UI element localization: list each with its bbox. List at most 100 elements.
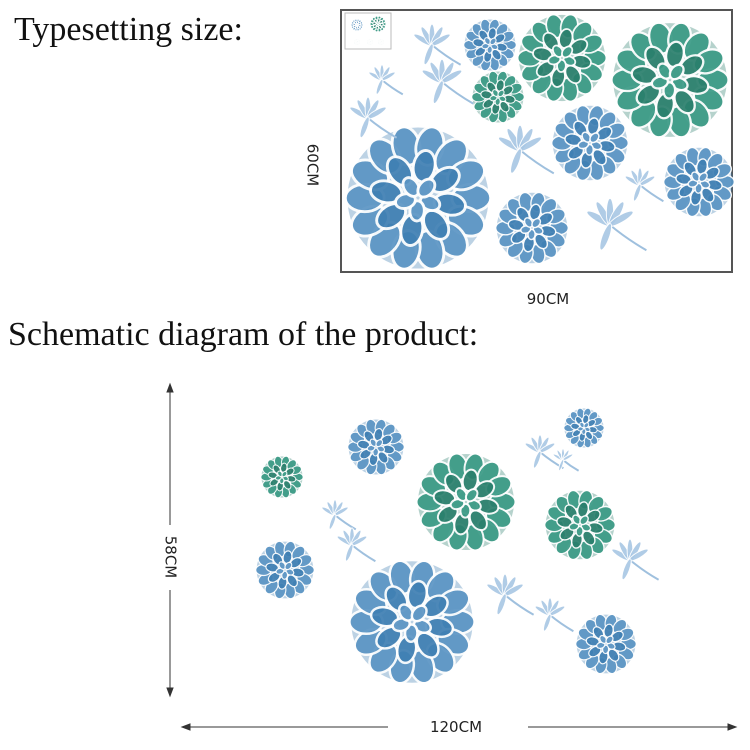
petal bbox=[491, 48, 502, 61]
lily-sticker bbox=[624, 167, 664, 203]
flower-sticker bbox=[662, 146, 736, 218]
stem bbox=[504, 594, 535, 616]
stem bbox=[441, 81, 474, 105]
flower-sticker bbox=[366, 38, 374, 46]
lily-petal bbox=[423, 43, 434, 66]
petal bbox=[534, 233, 549, 250]
lily-petal bbox=[496, 593, 507, 616]
stem bbox=[367, 117, 398, 139]
petal bbox=[499, 100, 510, 113]
petal bbox=[596, 641, 606, 649]
petal bbox=[281, 470, 288, 478]
lily-petal bbox=[510, 148, 522, 174]
flower-sticker bbox=[494, 191, 570, 265]
petal bbox=[581, 131, 592, 143]
lily-sticker bbox=[421, 58, 474, 105]
stem bbox=[334, 514, 357, 531]
stem bbox=[519, 149, 555, 175]
petal bbox=[278, 561, 287, 570]
petal bbox=[700, 187, 715, 203]
flower-sticker bbox=[255, 540, 315, 600]
flower-sticker bbox=[463, 18, 517, 72]
flower-sticker bbox=[260, 455, 304, 499]
petal bbox=[369, 40, 372, 43]
lily-sticker bbox=[586, 197, 647, 252]
petal bbox=[583, 422, 590, 429]
petal bbox=[605, 635, 614, 645]
flower-sticker bbox=[350, 18, 364, 32]
lily-petal bbox=[532, 450, 542, 469]
flower-sticker bbox=[575, 613, 637, 675]
petal bbox=[581, 530, 596, 546]
lily-petal bbox=[432, 80, 444, 104]
dimension-arrows bbox=[166, 382, 738, 731]
sticker-art bbox=[255, 13, 736, 685]
lily-sticker bbox=[497, 124, 555, 175]
petal bbox=[561, 45, 574, 59]
stem bbox=[549, 614, 574, 633]
lily-sticker bbox=[349, 96, 398, 139]
stem bbox=[431, 44, 462, 66]
petal bbox=[585, 430, 594, 440]
stem bbox=[562, 459, 580, 472]
petal bbox=[464, 488, 479, 503]
petal bbox=[356, 22, 359, 26]
petal bbox=[599, 634, 608, 644]
petal bbox=[673, 88, 696, 115]
petal bbox=[531, 217, 542, 229]
petal bbox=[283, 480, 292, 490]
lily-petal bbox=[375, 78, 384, 95]
petal bbox=[687, 179, 699, 188]
sheet-height: 60CM bbox=[304, 144, 322, 187]
petal bbox=[668, 63, 685, 81]
flower-sticker bbox=[343, 125, 493, 271]
petal bbox=[656, 62, 673, 80]
lily-sticker bbox=[534, 597, 574, 633]
petal bbox=[520, 225, 532, 234]
lily-petal bbox=[558, 458, 565, 472]
lily-petal bbox=[632, 183, 642, 202]
petal bbox=[523, 217, 534, 228]
petal bbox=[607, 648, 620, 662]
stem bbox=[609, 224, 647, 252]
petal bbox=[391, 617, 411, 633]
flower-sticker bbox=[610, 21, 730, 139]
petal bbox=[698, 172, 708, 183]
flower-sticker bbox=[550, 104, 630, 182]
lily-sticker bbox=[336, 527, 376, 563]
petal bbox=[592, 148, 607, 166]
petal bbox=[547, 54, 562, 66]
section-title: Schematic diagram of the product: bbox=[8, 316, 478, 353]
petal bbox=[489, 37, 497, 46]
petal bbox=[454, 487, 468, 502]
flower-sticker bbox=[347, 418, 405, 476]
lily-sticker bbox=[413, 23, 462, 66]
flower-sticker bbox=[471, 70, 525, 124]
lily-sticker bbox=[524, 434, 564, 470]
stem bbox=[381, 79, 404, 96]
petal bbox=[356, 40, 359, 43]
petal bbox=[579, 421, 585, 429]
petal bbox=[572, 514, 582, 525]
petal bbox=[377, 21, 381, 25]
section-title: Typesetting size: bbox=[14, 11, 243, 48]
product-height: 58CM bbox=[162, 536, 180, 579]
petal bbox=[375, 439, 384, 448]
petal bbox=[394, 192, 417, 210]
petal bbox=[422, 208, 451, 241]
stem bbox=[351, 544, 376, 563]
petal bbox=[284, 561, 293, 571]
petal bbox=[377, 451, 389, 464]
petal bbox=[415, 631, 440, 659]
flower-sticker bbox=[415, 452, 517, 552]
sheet-width: 90CM bbox=[527, 290, 570, 308]
petal bbox=[492, 89, 499, 97]
lily-petal bbox=[328, 513, 337, 530]
flower-sticker bbox=[377, 38, 385, 46]
lily-petal bbox=[599, 223, 613, 251]
flower-sticker bbox=[516, 13, 608, 103]
lily-petal bbox=[359, 116, 370, 139]
flower-sticker bbox=[353, 38, 361, 46]
petal bbox=[579, 515, 589, 526]
lily-petal bbox=[542, 613, 552, 632]
